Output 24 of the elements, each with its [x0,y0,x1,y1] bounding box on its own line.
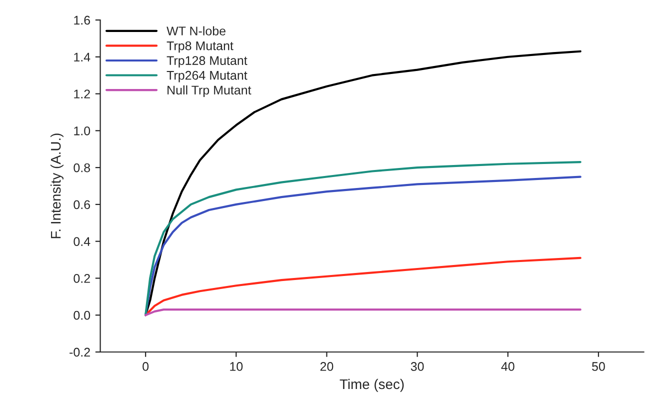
legend-label: WT N-lobe [166,26,226,36]
y-tick-label: 0.4 [74,237,90,246]
x-tick-label: 50 [592,362,605,371]
y-tick-label: 0.6 [74,200,90,210]
y-tick-label: 1.0 [74,126,90,136]
y-tick-label: 0.2 [74,274,90,283]
x-tick-label: 10 [230,362,243,371]
x-axis-title: Time (sec) [340,378,404,392]
x-tick-label: 20 [320,362,334,371]
y-axis-title: F. Intensity (A.U.) [50,134,64,238]
y-tick-label: 1.6 [74,16,90,25]
y-tick-label: 1.4 [74,52,90,62]
y-tick-label: 0.8 [74,163,90,172]
legend-label: Trp8 Mutant [166,41,234,53]
y-tick-label: 1.2 [74,90,90,98]
line-series [144,256,582,316]
x-tick-label: 40 [501,362,514,371]
x-tick-label: 30 [410,362,424,371]
legend-label: Trp264 Mutant [166,70,248,82]
legend-label: Trp128 Mutant [166,56,248,68]
legend-label: Null Trp Mutant [168,85,252,98]
y-tick-label: -0.2 [70,348,90,357]
y-tick-label: 0.0 [74,310,90,320]
x-tick-label: 0 [142,362,149,371]
